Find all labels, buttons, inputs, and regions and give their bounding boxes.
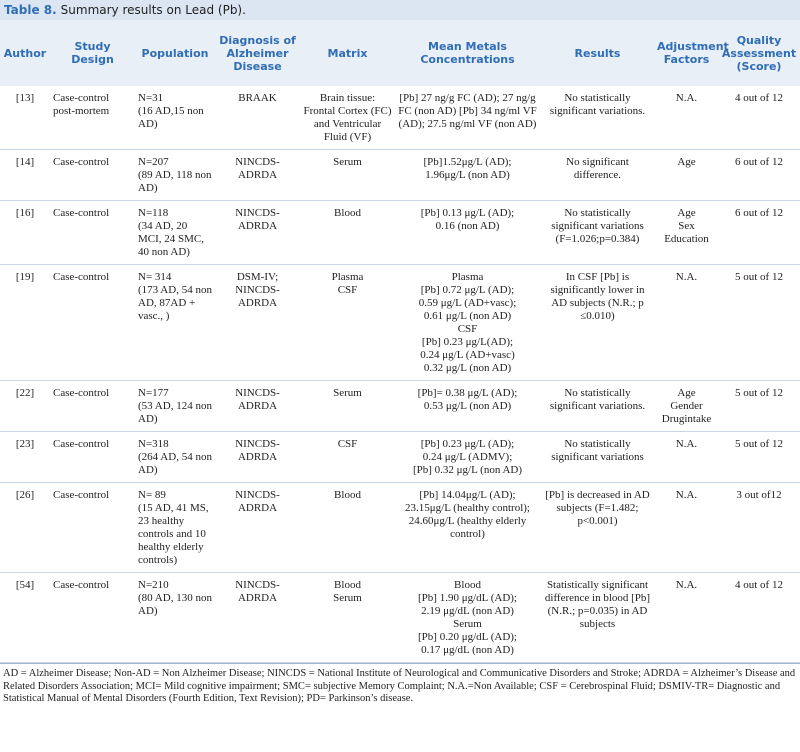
table-row: [22] Case-control N=177 (53 AD, 124 non AD… [0,380,800,432]
header-cell: Diagnosis of Alzheimer Disease [215,20,300,86]
table-cell: N=210 (80 AD, 130 non AD) [135,572,215,663]
table-cell: No statistically significant variations [540,431,655,483]
table-cell: N=118 (34 AD, 20 MCI, 24 SMC, 40 non AD) [135,200,215,265]
table-cell: [22] [0,380,50,432]
table-cell: Brain tissue: Frontal Cortex (FC) and Ve… [300,86,395,150]
table-title: Table 8. Summary results on Lead (Pb). [0,0,800,20]
table-cell: [54] [0,572,50,663]
table-cell: [Pb] 27 ng/g FC (AD); 27 ng/g FC (non AD… [395,86,540,150]
table-cell: NINCDS-ADRDA [215,149,300,201]
header-cell: Study Design [50,20,135,86]
table-cell: Blood [300,482,395,573]
table-cell: N=177 (53 AD, 124 non AD) [135,380,215,432]
table-cell: NINCDS-ADRDA [215,200,300,265]
table-cell: [Pb] 0.13 μg/L (AD); 0.16 (non AD) [395,200,540,265]
header-row: Author Study Design Population Diagnosis of… [0,20,800,86]
table-cell: 5 out of 12 [718,264,800,381]
table-cell: Serum [300,380,395,432]
table-cell: NINCDS-ADRDA [215,380,300,432]
table-cell: [23] [0,431,50,483]
table-cell: No statistically significant variations … [540,200,655,265]
table-cell: 6 out of 12 [718,149,800,201]
table-cell: 6 out of 12 [718,200,800,265]
table-cell: Serum [300,149,395,201]
table-cell: [Pb] 14.04μg/L (AD); 23.15μg/L (healthy … [395,482,540,573]
title-label: Table 8. [4,3,57,17]
table-cell: [19] [0,264,50,381]
table-row: [54] Case-control N=210 (80 AD, 130 non AD… [0,572,800,663]
table-cell: Case-control post-mortem [50,86,135,150]
table-cell: [Pb]1.52μg/L (AD); 1.96μg/L (non AD) [395,149,540,201]
table-cell: N.A. [655,86,718,150]
header-cell: Adjustment Factors [655,20,729,86]
table-cell: 4 out of 12 [718,86,800,150]
table-cell: Age Sex Education [655,200,718,265]
table-body: [13] Case-control post-mortem N=31 (16 AD,… [0,86,800,663]
table-cell: Plasma CSF [300,264,395,381]
table-cell: NINCDS-ADRDA [215,482,300,573]
table-cell: N=207 (89 AD, 118 non AD) [135,149,215,201]
table-row: [13] Case-control post-mortem N=31 (16 AD,… [0,86,800,150]
table-cell: Blood Serum [300,572,395,663]
table-row: [16] Case-control N=118 (34 AD, 20 MCI, 24… [0,200,800,265]
table-cell: Case-control [50,200,135,265]
table-cell: [Pb] 0.23 μg/L (AD); 0.24 μg/L (ADMV); [… [395,431,540,483]
table-cell: Statistically significant difference in … [540,572,655,663]
table-cell: Case-control [50,572,135,663]
table-cell: N= 314 (173 AD, 54 non AD, 87AD + vasc.,… [135,264,215,381]
table-cell: 3 out of12 [718,482,800,573]
header-cell: Matrix [300,20,395,86]
table-cell: Case-control [50,149,135,201]
table-cell: [13] [0,86,50,150]
table-row: [14] Case-control N=207 (89 AD, 118 non AD… [0,149,800,201]
table-cell: Case-control [50,482,135,573]
table-cell: NINCDS-ADRDA [215,431,300,483]
table-cell: 5 out of 12 [718,431,800,483]
table-cell: N=318 (264 AD, 54 non AD) [135,431,215,483]
footnote: AD = Alzheimer Disease; Non-AD = Non Alz… [0,663,800,706]
header-cell: Results [540,20,655,86]
table-cell: Blood [300,200,395,265]
table-row: [19] Case-control N= 314 (173 AD, 54 non A… [0,264,800,381]
table-cell: 5 out of 12 [718,380,800,432]
table-cell: N=31 (16 AD,15 non AD) [135,86,215,150]
table-cell: [Pb] is decreased in AD subjects (F=1.48… [540,482,655,573]
table-cell: N.A. [655,572,718,663]
table-cell: No significant difference. [540,149,655,201]
header-cell: Mean Metals Concentrations [395,20,540,86]
title-text: Summary results on Lead (Pb). [60,3,246,17]
table-cell: [Pb]= 0.38 μg/L (AD); 0.53 μg/L (non AD) [395,380,540,432]
table-row: [26] Case-control N= 89 (15 AD, 41 MS, 23 … [0,482,800,573]
table-cell: N.A. [655,482,718,573]
table-cell: No statistically significant variations. [540,380,655,432]
table-cell: N.A. [655,264,718,381]
table-cell: Case-control [50,431,135,483]
table-cell: Plasma [Pb] 0.72 μg/L (AD); 0.59 μg/L (A… [395,264,540,381]
summary-table: Author Study Design Population Diagnosis of… [0,20,800,663]
table-cell: Age Gender Drugintake [655,380,718,432]
table-row: [23] Case-control N=318 (264 AD, 54 non AD… [0,431,800,483]
table-cell: [16] [0,200,50,265]
table-cell: No statistically significant variations. [540,86,655,150]
table-cell: 4 out of 12 [718,572,800,663]
table-cell: NINCDS-ADRDA [215,572,300,663]
header-cell: Population [135,20,215,86]
header-cell: Quality Assessment (Score) [718,20,800,86]
table-cell: [26] [0,482,50,573]
table-cell: [14] [0,149,50,201]
table-cell: Blood [Pb] 1.90 μg/dL (AD); 2.19 μg/dL (… [395,572,540,663]
table-cell: N.A. [655,431,718,483]
table-cell: Age [655,149,718,201]
table-cell: Case-control [50,264,135,381]
table-cell: BRAAK [215,86,300,150]
table-cell: Case-control [50,380,135,432]
header-cell: Author [0,20,50,86]
table-cell: DSM-IV; NINCDS-ADRDA [215,264,300,381]
table-cell: In CSF [Pb] is significantly lower in AD… [540,264,655,381]
table-cell: CSF [300,431,395,483]
table-cell: N= 89 (15 AD, 41 MS, 23 healthy controls… [135,482,215,573]
